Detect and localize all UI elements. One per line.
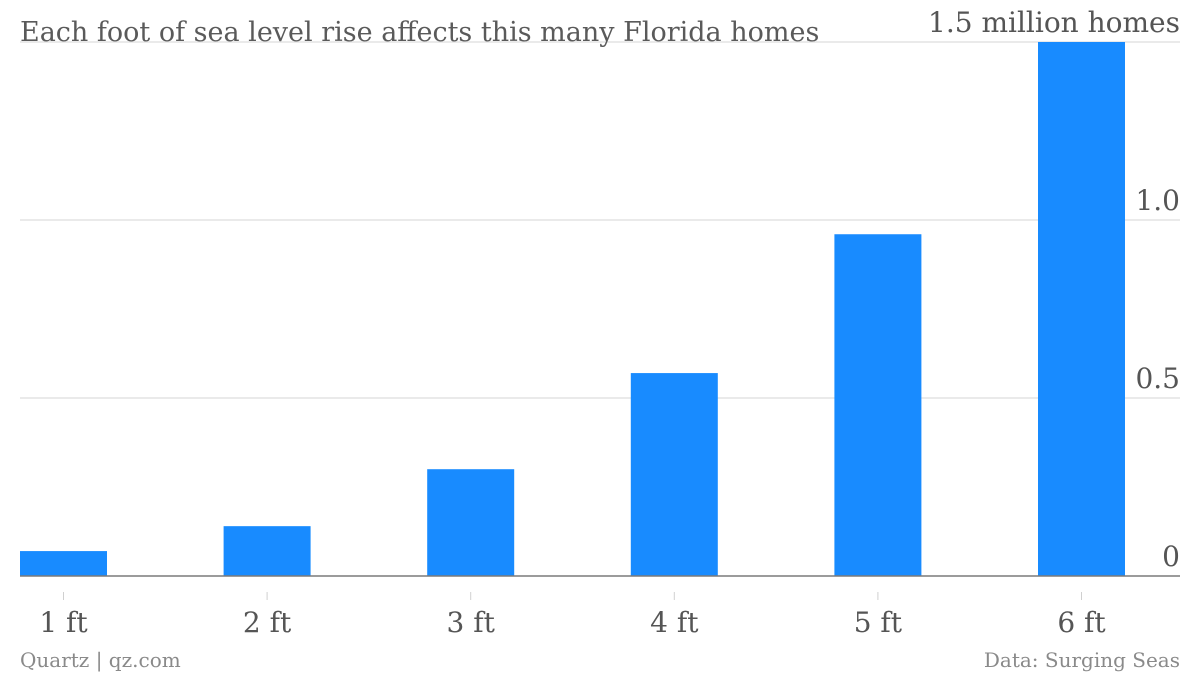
bar bbox=[427, 469, 515, 576]
bar bbox=[630, 373, 718, 576]
y-tick-label: 1.0 bbox=[1135, 184, 1180, 217]
y-tick-label: 0 bbox=[1162, 540, 1180, 573]
y-tick-label: 1.5 million homes bbox=[928, 6, 1180, 39]
bar bbox=[1038, 42, 1125, 576]
y-tick-label: 0.5 bbox=[1135, 362, 1180, 395]
chart-title: Each foot of sea level rise affects this… bbox=[20, 17, 819, 48]
x-axis-ticks: 1 ft 2 ft 3 ft 4 ft 5 ft 6 ft bbox=[39, 592, 1106, 639]
x-tick-label: 1 ft bbox=[39, 606, 88, 639]
x-tick-label: 3 ft bbox=[447, 606, 496, 639]
y-axis-ticks: 0 0.5 1.0 1.5 million homes bbox=[928, 6, 1180, 573]
x-tick-label: 4 ft bbox=[650, 606, 699, 639]
data-source: Data: Surging Seas bbox=[984, 648, 1180, 672]
gridlines bbox=[20, 41, 1180, 399]
bar bbox=[834, 234, 922, 577]
x-tick-label: 6 ft bbox=[1057, 606, 1106, 639]
x-tick-label: 2 ft bbox=[243, 606, 292, 639]
bar bbox=[20, 551, 107, 576]
x-tick-label: 5 ft bbox=[854, 606, 903, 639]
bars bbox=[20, 42, 1125, 577]
source-credit: Quartz | qz.com bbox=[20, 648, 181, 673]
bar bbox=[223, 526, 311, 576]
